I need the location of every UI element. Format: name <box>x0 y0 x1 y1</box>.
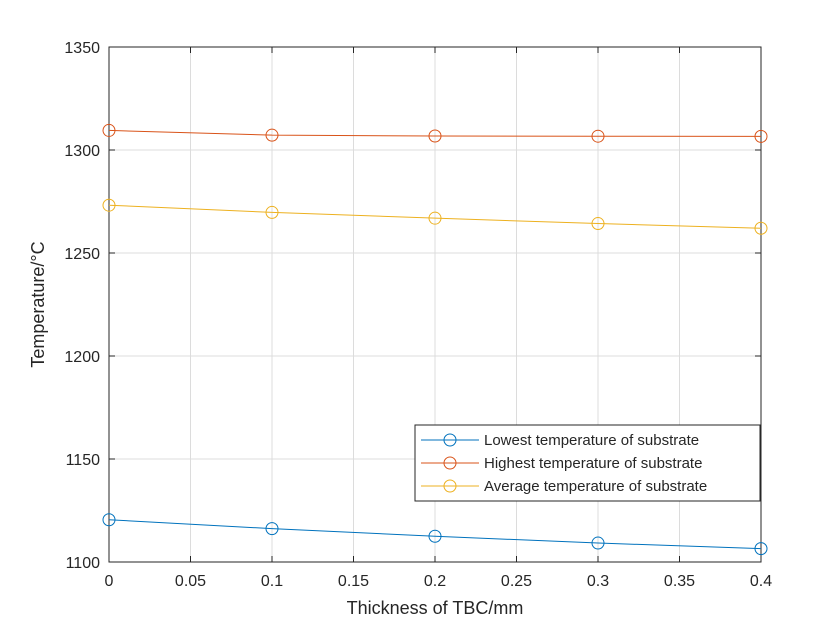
y-tick-label: 1100 <box>66 555 101 572</box>
ticks: 0 0.05 0.1 0.15 0.2 0.25 0.3 0.35 0.4 1100 1150 120… <box>64 40 772 590</box>
y-tick-label: 1250 <box>64 246 100 263</box>
data-point-marker <box>428 211 442 225</box>
data-point-marker <box>754 221 768 235</box>
legend-label: Lowest temperature of substrate <box>484 432 699 449</box>
legend-marker-sample <box>443 433 457 447</box>
x-tick-label: 0.3 <box>587 573 609 590</box>
legend-label: Highest temperature of substrate <box>484 455 702 472</box>
series-3 <box>102 198 768 235</box>
data-point-marker <box>102 513 116 527</box>
legend-label: Average temperature of substrate <box>484 478 707 495</box>
legend-entry: Highest temperature of substrate <box>421 455 702 472</box>
data-point-marker <box>428 529 442 543</box>
y-tick-label: 1200 <box>64 349 100 366</box>
legend-entry: Lowest temperature of substrate <box>421 432 699 449</box>
data-point-marker <box>265 522 279 536</box>
data-point-marker <box>265 128 279 142</box>
data-point-marker <box>591 129 605 143</box>
y-tick-label: 1150 <box>66 452 101 469</box>
x-tick-label: 0.1 <box>261 573 283 590</box>
x-tick-label: 0.05 <box>175 573 206 590</box>
data-point-marker <box>428 129 442 143</box>
legend-marker-sample <box>443 479 457 493</box>
legend: Lowest temperature of substrate Highest t… <box>414 424 761 502</box>
series-1 <box>102 513 768 556</box>
x-axis-title: Thickness of TBC/mm <box>347 598 524 618</box>
legend-marker-sample <box>443 456 457 470</box>
data-point-marker <box>102 123 116 137</box>
data-point-marker <box>102 198 116 212</box>
data-point-marker <box>591 536 605 550</box>
y-tick-label: 1300 <box>64 143 100 160</box>
series-line <box>108 204 762 229</box>
series-line <box>108 129 762 137</box>
x-tick-label: 0 <box>105 573 114 590</box>
x-tick-label: 0.25 <box>501 573 532 590</box>
x-tick-label: 0.35 <box>664 573 695 590</box>
data-point-marker <box>754 129 768 143</box>
data-point-marker <box>591 217 605 231</box>
data-point-marker <box>754 542 768 556</box>
series-2 <box>102 123 768 143</box>
x-tick-label: 0.15 <box>338 573 369 590</box>
x-tick-label: 0.4 <box>750 573 772 590</box>
data-point-marker <box>265 205 279 219</box>
y-tick-label: 1350 <box>64 40 100 57</box>
legend-entry: Average temperature of substrate <box>421 478 707 495</box>
y-axis-title: Temperature/°C <box>28 241 48 367</box>
x-tick-label: 0.2 <box>424 573 446 590</box>
series-line <box>108 519 762 550</box>
